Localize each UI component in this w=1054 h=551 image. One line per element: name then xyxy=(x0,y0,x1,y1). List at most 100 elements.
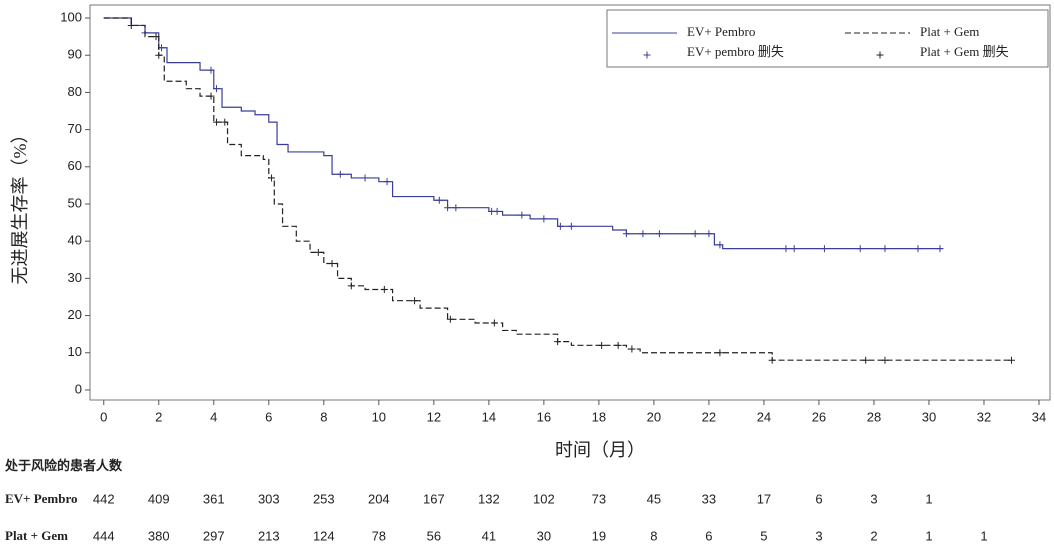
y-tick-label: 30 xyxy=(68,270,82,285)
censor-mark xyxy=(452,204,460,212)
risk-count: 56 xyxy=(427,528,441,543)
risk-count: 41 xyxy=(482,528,496,543)
censor-mark xyxy=(914,245,922,253)
risk-count: 1 xyxy=(925,491,932,506)
x-tick-label: 30 xyxy=(922,409,936,424)
censor-mark xyxy=(444,204,452,212)
risk-count: 303 xyxy=(258,491,280,506)
risk-count: 1 xyxy=(980,528,987,543)
censor-mark xyxy=(207,92,215,100)
risk-count: 2 xyxy=(870,528,877,543)
censor-mark xyxy=(554,338,562,346)
risk-count: 444 xyxy=(93,528,115,543)
y-axis-label: 无进展生存率（%） xyxy=(10,126,30,285)
censor-mark xyxy=(383,178,391,186)
censor-mark xyxy=(614,341,622,349)
risk-count: 253 xyxy=(313,491,335,506)
risk-count: 73 xyxy=(592,491,606,506)
censor-mark xyxy=(716,241,724,249)
risk-count: 204 xyxy=(368,491,390,506)
x-tick-label: 26 xyxy=(812,409,826,424)
censor-mark xyxy=(936,245,944,253)
censor-mark xyxy=(1007,356,1015,364)
x-tick-label: 28 xyxy=(867,409,881,424)
plot-frame xyxy=(89,4,1051,401)
risk-count: 102 xyxy=(533,491,555,506)
risk-count: 3 xyxy=(815,528,822,543)
censor-mark xyxy=(435,196,443,204)
censor-mark xyxy=(490,319,498,327)
censor-mark xyxy=(881,245,889,253)
risk-count: 3 xyxy=(870,491,877,506)
censor-mark xyxy=(540,215,548,223)
x-tick-label: 0 xyxy=(100,409,107,424)
risk-count: 78 xyxy=(372,528,386,543)
risk-count: 361 xyxy=(203,491,225,506)
y-tick-label: 0 xyxy=(75,381,82,396)
x-tick-label: 4 xyxy=(210,409,217,424)
x-tick-label: 12 xyxy=(427,409,441,424)
censor-mark xyxy=(655,230,663,238)
risk-row-label: EV+ Pembro xyxy=(5,491,78,506)
censor-mark xyxy=(493,207,501,215)
y-tick-label: 20 xyxy=(68,307,82,322)
censor-mark xyxy=(328,259,336,267)
censor-mark xyxy=(622,230,630,238)
risk-count: 297 xyxy=(203,528,225,543)
risk-count: 442 xyxy=(93,491,115,506)
censor-mark xyxy=(598,341,606,349)
censor-mark xyxy=(856,245,864,253)
censor-mark xyxy=(567,222,575,230)
x-tick-label: 16 xyxy=(537,409,551,424)
risk-count: 380 xyxy=(148,528,170,543)
risk-count: 45 xyxy=(647,491,661,506)
censor-mark xyxy=(314,248,322,256)
censor-mark xyxy=(411,297,419,305)
censor-mark xyxy=(347,282,355,290)
censor-mark xyxy=(213,118,221,126)
x-tick-label: 34 xyxy=(1032,409,1046,424)
risk-count: 167 xyxy=(423,491,445,506)
censor-mark xyxy=(820,245,828,253)
censor-mark xyxy=(221,118,229,126)
risk-count: 19 xyxy=(592,528,606,543)
censor-mark xyxy=(152,33,160,41)
censor-mark xyxy=(155,51,163,59)
censor-mark xyxy=(705,230,713,238)
y-tick-label: 100 xyxy=(60,9,82,24)
risk-count: 6 xyxy=(815,491,822,506)
risk-count: 132 xyxy=(478,491,500,506)
y-tick-label: 50 xyxy=(68,195,82,210)
survival-curve xyxy=(103,17,943,250)
censor-mark xyxy=(518,211,526,219)
legend-label: EV+ pembro 删失 xyxy=(687,44,784,59)
risk-count: 17 xyxy=(757,491,771,506)
censor-mark xyxy=(361,174,369,182)
censor-mark xyxy=(268,174,276,182)
risk-row-label: Plat + Gem xyxy=(5,528,68,543)
x-tick-label: 6 xyxy=(265,409,272,424)
y-tick-label: 90 xyxy=(68,47,82,62)
censor-mark xyxy=(862,356,870,364)
censor-mark xyxy=(881,356,889,364)
censor-mark xyxy=(213,85,221,93)
censor-mark xyxy=(556,222,564,230)
y-tick-label: 80 xyxy=(68,84,82,99)
legend-label: Plat + Gem 删失 xyxy=(920,44,1009,59)
censor-mark xyxy=(628,345,636,353)
y-tick-label: 70 xyxy=(68,121,82,136)
survival-curve xyxy=(103,17,1012,361)
censor-mark xyxy=(639,230,647,238)
censor-mark xyxy=(207,66,215,74)
legend-label: Plat + Gem xyxy=(920,24,979,39)
risk-count: 213 xyxy=(258,528,280,543)
legend-label: EV+ Pembro xyxy=(687,24,755,39)
x-tick-label: 20 xyxy=(647,409,661,424)
risk-count: 5 xyxy=(760,528,767,543)
censor-mark xyxy=(790,245,798,253)
legend-censor xyxy=(643,51,651,59)
x-tick-label: 10 xyxy=(372,409,386,424)
risk-count: 409 xyxy=(148,491,170,506)
x-tick-label: 22 xyxy=(702,409,716,424)
y-tick-label: 10 xyxy=(68,344,82,359)
